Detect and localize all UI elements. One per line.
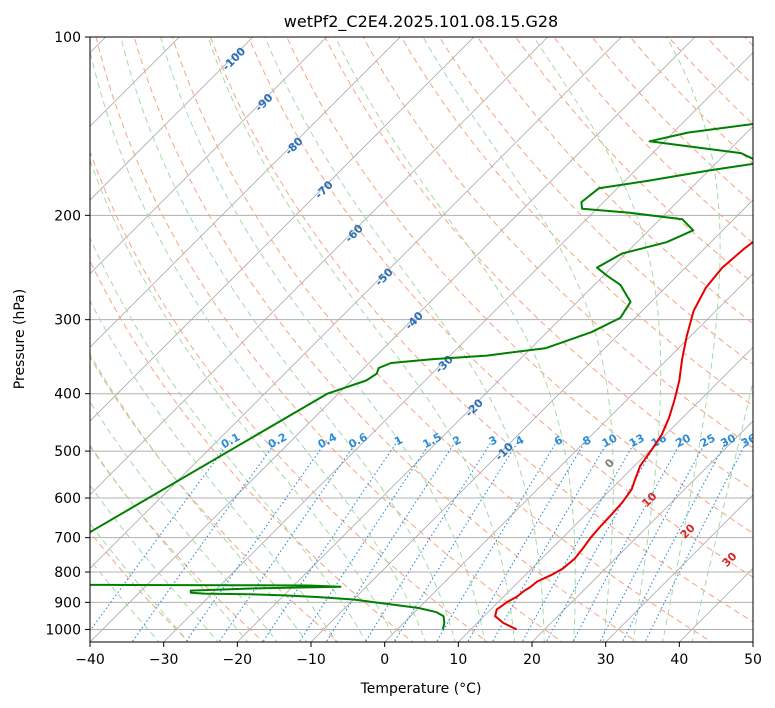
isotherm-line: [90, 37, 328, 275]
mixing-ratio-line: [545, 440, 659, 642]
temperature-line: [494, 240, 753, 631]
isotherm-line: [310, 199, 753, 642]
y-tick-label: 600: [54, 491, 81, 507]
background-lines: [90, 24, 775, 645]
y-tick-label: 1000: [45, 622, 81, 638]
x-tick-label: 10: [449, 652, 467, 668]
moist-adiabat: [662, 37, 721, 642]
isotherm-line: [236, 125, 753, 642]
mixing-ratio-line: [491, 440, 609, 642]
x-tick-label: −20: [223, 652, 253, 668]
mixing-ratio-line: [393, 440, 520, 642]
moist-adiabat-label: 40: [764, 575, 775, 595]
moist-adiabat: [160, 37, 486, 642]
isotherm-line: [163, 52, 753, 642]
moist-adiabat: [90, 444, 249, 642]
isotherm-line: [752, 641, 753, 642]
y-axis-label: Pressure (hPa): [12, 289, 28, 389]
isotherm-line: [90, 37, 696, 642]
x-tick-label: −10: [296, 652, 326, 668]
moist-adiabat: [90, 559, 160, 642]
moist-adiabat: [422, 37, 614, 642]
x-tick-label: 30: [597, 652, 615, 668]
dry-adiabat: [515, 37, 753, 284]
mixing-ratio-line: [599, 440, 707, 642]
mixing-ratio-line: [521, 440, 637, 642]
x-tick-label: −30: [149, 652, 179, 668]
mixing-ratio-label: 25: [698, 431, 718, 450]
mixing-ratio-label: 30: [718, 431, 738, 450]
isotherm-line: [384, 273, 753, 642]
profile-lines: [90, 122, 753, 631]
dry-adiabat: [90, 356, 340, 642]
dewpoint-line: [90, 122, 753, 630]
mixing-ratio-line: [572, 440, 683, 642]
dry-adiabat: [209, 37, 753, 623]
dry-adiabat: [90, 150, 489, 642]
x-axis-label: Temperature (°C): [360, 681, 482, 697]
moist-adiabat: [533, 37, 662, 642]
plot-frame: [89, 36, 754, 643]
mixing-ratio-line: [185, 440, 328, 642]
mixing-ratio-label: 13: [627, 431, 647, 450]
moist-adiabat: [90, 299, 338, 642]
isotherm-line: [531, 420, 753, 642]
mixing-ratio-label: 20: [673, 431, 693, 450]
y-tick-label: 300: [54, 313, 81, 329]
moist-adiabat: [90, 236, 367, 642]
moist-adiabat: [90, 400, 278, 642]
y-tick-label: 700: [54, 531, 81, 547]
mixing-ratio-line: [131, 440, 278, 642]
isotherm-line: [90, 37, 401, 348]
mixing-ratio-line: [435, 440, 558, 642]
moist-adiabat: [334, 37, 576, 642]
dry-adiabat: [133, 37, 638, 642]
isotherm-line: [90, 37, 254, 201]
y-tick-label: 100: [54, 30, 81, 46]
mixing-ratio-label: 10: [600, 431, 620, 450]
dry-adiabat: [770, 24, 775, 645]
plot-background: [90, 37, 753, 642]
moist-adiabat: [90, 484, 219, 642]
mixing-ratio-line: [466, 440, 587, 642]
y-tick-label: 800: [54, 565, 81, 581]
moist-adiabat: [90, 49, 427, 642]
y-axis: 1000 900 800 700 600 500 400 300 200 100: [45, 30, 90, 638]
x-tick-label: 20: [523, 652, 541, 668]
isotherm-line: [90, 37, 622, 569]
chart-title: wetPf2_C2E4.2025.101.08.15.G28: [284, 12, 558, 32]
mixing-ratio-line: [364, 440, 493, 642]
y-tick-label: 500: [54, 444, 81, 460]
mixing-ratio-line: [621, 440, 728, 642]
y-tick-label: 400: [54, 387, 81, 403]
x-tick-label: 50: [744, 652, 762, 668]
moist-adiabat: [90, 353, 308, 642]
mixing-ratio-line: [325, 440, 457, 642]
mixing-ratio-line: [298, 440, 432, 642]
moist-adiabat: [691, 379, 753, 642]
y-tick-label: 900: [54, 595, 81, 611]
dry-adiabat: [90, 259, 414, 642]
isotherm-line: [457, 346, 753, 642]
x-tick-label: −40: [75, 652, 105, 668]
moist-adiabat: [90, 522, 190, 642]
mixing-ratio-label: 36: [739, 431, 759, 450]
x-axis: −40 −30 −20 −10 0 10 20 30 40 50: [75, 642, 762, 668]
moist-adiabat: [264, 37, 545, 642]
isotherm-line: [605, 494, 753, 642]
moist-adiabat: [90, 158, 397, 642]
x-tick-label: 40: [670, 652, 688, 668]
moist-adiabat: [207, 37, 516, 642]
mixing-ratio-line: [262, 440, 399, 642]
x-tick-label: 0: [380, 652, 389, 668]
isotherm-line: [90, 37, 549, 496]
moist-adiabat: [120, 37, 456, 642]
y-tick-label: 200: [54, 208, 81, 224]
